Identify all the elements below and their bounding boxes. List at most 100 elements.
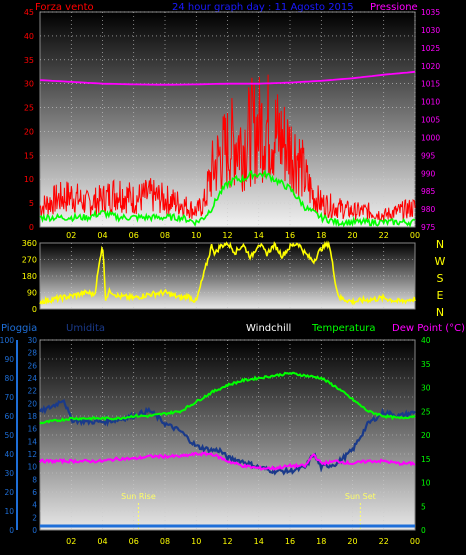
wind-x-tick-label: 08 (160, 231, 170, 240)
temp-right-tick-label: 0 (421, 526, 426, 535)
temp-x-tick-label: 16 (285, 537, 295, 546)
temp-x-tick-label: 06 (129, 537, 139, 546)
humidity-tick-label: 50 (4, 431, 14, 440)
wind-axis-title: Forza vento (35, 2, 94, 13)
temp-x-tick-label: 04 (97, 537, 107, 546)
humidity-tick-label: 100 (0, 336, 14, 345)
grid-layer (40, 11, 416, 530)
wind-x-tick-label: 12 (222, 231, 232, 240)
humidity-tick-label: 90 (4, 355, 14, 364)
temp-left-tick-label: 18 (27, 412, 37, 421)
pressure-tick-label: 975 (421, 223, 436, 232)
humidity-tick-label: 80 (4, 374, 14, 383)
temp-left-tick-label: 24 (27, 374, 37, 383)
pressure-tick-label: 1015 (421, 80, 440, 89)
chart-title: 24 hour graph day : 11 Agosto 2015 (172, 2, 354, 13)
temp-left-tick-label: 10 (27, 463, 37, 472)
temp-left-tick-label: 6 (32, 488, 37, 497)
windchill-legend: Windchill (246, 323, 291, 334)
temp-right-tick-label: 10 (421, 479, 431, 488)
wind-tick-label: 15 (24, 151, 34, 160)
wind-x-tick-label: 00 (410, 231, 420, 240)
dewpoint-legend: Dew Point (°C) (392, 323, 465, 334)
pressure-tick-label: 985 (421, 187, 436, 196)
temp-left-tick-label: 0 (32, 526, 37, 535)
dewpoint-line (39, 451, 416, 471)
wind-tick-label: 20 (24, 127, 34, 136)
humidity-tick-label: 0 (9, 526, 14, 535)
humidity-axis-title: Umidita (66, 323, 105, 334)
humidity-tick-label: 20 (4, 488, 14, 497)
wind-tick-label: 10 (24, 175, 34, 184)
temp-right-tick-label: 15 (421, 455, 431, 464)
temp-x-tick-label: 00 (410, 537, 420, 546)
wind-x-tick-label: 16 (285, 231, 295, 240)
pressure-tick-label: 980 (421, 205, 436, 214)
pressure-tick-label: 1035 (421, 8, 440, 17)
temp-left-tick-label: 30 (27, 336, 37, 345)
temp-right-tick-label: 25 (421, 407, 431, 416)
humidity-tick-label: 40 (4, 450, 14, 459)
wind-tick-label: 30 (24, 80, 34, 89)
pressure-tick-label: 1025 (421, 44, 440, 53)
pressure-tick-label: 1000 (421, 133, 440, 142)
temp-left-tick-label: 4 (32, 501, 37, 510)
temp-x-tick-label: 22 (379, 537, 389, 546)
humidity-tick-label: 70 (4, 393, 14, 402)
wind-x-tick-label: 02 (66, 231, 76, 240)
wind-tick-label: 0 (29, 223, 34, 232)
series-layer (39, 70, 416, 528)
temp-left-tick-label: 28 (27, 349, 37, 358)
compass-label: N (436, 306, 444, 319)
temp-left-tick-label: 14 (27, 437, 37, 446)
wind-x-tick-label: 10 (191, 231, 201, 240)
compass-label: E (437, 289, 444, 302)
temp-left-tick-label: 26 (27, 361, 37, 370)
wind-x-tick-label: 20 (347, 231, 357, 240)
direction-tick-label: 0 (32, 305, 37, 314)
humidity-tick-label: 10 (4, 507, 14, 516)
tick-layer: 0510152025303540459759809859909951000100… (0, 8, 446, 546)
temp-x-tick-label: 02 (66, 537, 76, 546)
temp-x-tick-label: 08 (160, 537, 170, 546)
wind-tick-label: 40 (24, 32, 34, 41)
sunset-label: Sun Set (345, 492, 376, 501)
temp-right-tick-label: 40 (421, 336, 431, 345)
pressure-tick-label: 1030 (421, 26, 440, 35)
temp-x-tick-label: 18 (316, 537, 326, 546)
wind-x-tick-label: 04 (97, 231, 107, 240)
temp-left-tick-label: 8 (32, 475, 37, 484)
temperature-legend: Temperatura (311, 323, 376, 334)
pressure-tick-label: 995 (421, 151, 436, 160)
temperature-line (39, 371, 416, 425)
wind-x-tick-label: 06 (129, 231, 139, 240)
humidity-tick-label: 60 (4, 412, 14, 421)
temp-left-tick-label: 20 (27, 399, 37, 408)
wind-x-tick-label: 14 (254, 231, 264, 240)
humidity-tick-label: 30 (4, 469, 14, 478)
direction-tick-label: 270 (22, 256, 37, 265)
wind-x-tick-label: 18 (316, 231, 326, 240)
pressure-tick-label: 1020 (421, 62, 440, 71)
pressure-tick-label: 990 (421, 169, 436, 178)
temp-right-tick-label: 30 (421, 384, 431, 393)
temp-left-tick-label: 2 (32, 513, 37, 522)
wind-average-line (39, 169, 416, 228)
temp-x-tick-label: 20 (347, 537, 357, 546)
compass-label: S (437, 272, 444, 285)
wind-tick-label: 45 (24, 8, 34, 17)
temp-left-tick-label: 12 (27, 450, 37, 459)
wind-x-tick-label: 22 (379, 231, 389, 240)
temp-x-tick-label: 10 (191, 537, 201, 546)
temp-right-tick-label: 5 (421, 502, 426, 511)
temp-right-tick-label: 35 (421, 360, 431, 369)
direction-tick-label: 180 (22, 272, 37, 281)
pressure-line (39, 70, 416, 86)
pressure-tick-label: 1010 (421, 98, 440, 107)
direction-tick-label: 360 (22, 239, 37, 248)
pressure-axis-title: Pressione (370, 2, 418, 13)
rain-axis-title: Pioggia (1, 323, 37, 334)
direction-line (39, 240, 416, 306)
